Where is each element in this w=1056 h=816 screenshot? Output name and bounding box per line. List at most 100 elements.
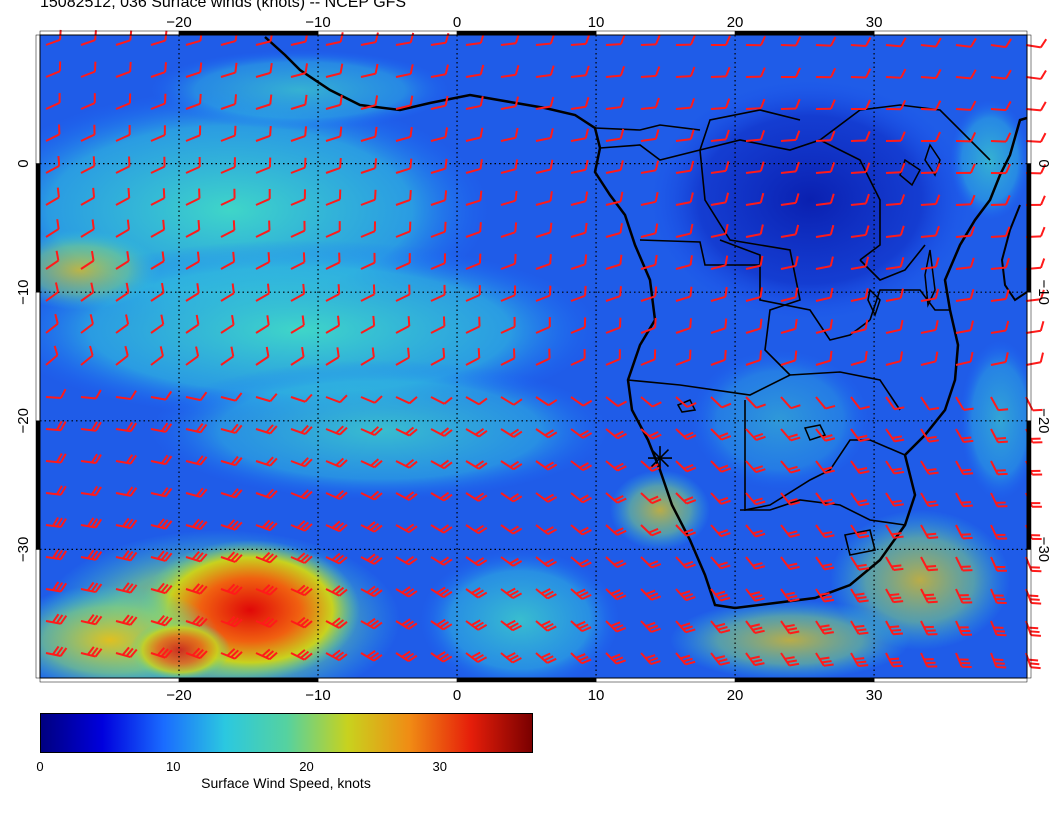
wind-barb [535,65,555,78]
wind-barb [850,556,869,571]
wind-barb [605,191,624,206]
wind-barb [45,453,67,464]
jet-patch [40,230,160,310]
wind-barb [325,520,348,533]
wind-barb [150,582,173,595]
wind-barb [605,160,624,174]
wind-barb [955,257,975,270]
wind-barb [430,586,453,599]
wind-barb [45,250,60,270]
wind-barb [675,396,697,408]
colorbar-title: Surface Wind Speed, knots [201,775,371,791]
wind-barb [605,65,626,78]
wind-barb [290,346,305,366]
wind-barb [640,34,661,46]
wind-barb [535,428,558,439]
wind-barb [815,130,836,142]
wind-barb [500,190,518,206]
axis-bars [35,30,1032,683]
wind-barb [430,316,446,334]
wind-barb [465,396,488,406]
wind-barb [710,66,731,78]
wind-barb [290,424,313,435]
wind-barb [605,652,627,665]
inland-wind [690,350,870,490]
wind-barb [745,652,765,667]
wind-barb [675,97,696,110]
top-axis-bar [178,30,319,36]
wind-barb [500,64,520,78]
wind-barb [920,460,939,475]
wind-barb [815,99,836,110]
wind-barb [325,347,340,366]
wind-barb [430,556,453,566]
wind-barb [45,388,67,399]
wind-barb [990,352,1009,366]
wind-barb [290,94,308,110]
wind-barb [710,223,729,238]
wind-barb [220,125,237,142]
wind-barb [220,314,235,334]
wind-barb [255,424,278,435]
wind-barb [360,284,376,302]
wind-barb [850,428,870,443]
wind-barb [360,221,377,238]
wind-barb [45,345,59,366]
wind-barb [920,652,938,668]
wind-barb [80,614,103,626]
wind-barb [920,492,939,507]
wind-barb [45,420,67,432]
wind-barb [465,159,483,174]
wind-barb [920,396,940,411]
wind-barb [885,492,904,507]
wind-barb [325,425,348,436]
wind-barb [990,195,1011,206]
wind-barb [955,588,973,604]
wind-barb [115,486,138,497]
wind-barb [535,285,552,302]
wind-barb [395,586,418,598]
wind-barb [710,255,729,270]
wind-barb [325,157,342,174]
wind-barb [430,396,453,405]
top-axis-bar [456,30,597,36]
left-axis-bar [35,291,41,422]
wind-barb [430,221,447,238]
wind-barb [675,349,692,366]
wind-barb [605,254,623,270]
wind-barb [80,282,95,302]
wind-barb [780,620,800,635]
wind-barb [535,492,558,503]
wind-barb [640,652,661,666]
wind-barb [115,251,130,270]
wind-barb [570,524,592,536]
wind-barb [395,396,418,405]
wind-barb [605,492,627,504]
wind-barb [325,457,348,468]
mozambique-channel-wind [960,340,1027,500]
wind-barb [115,124,131,142]
wind-barb [815,460,835,474]
wind-barb [500,253,517,270]
wind-barb [990,69,1012,80]
wind-barb [360,650,383,662]
wind-barb [395,426,418,437]
wind-barb [185,188,201,206]
wind-barb [395,618,418,630]
wind-barb [675,524,697,537]
wind-barb [500,524,523,535]
wind-barb [990,524,1008,540]
wind-barb [45,581,68,593]
wind-barb [675,492,697,505]
wind-barb [325,649,348,662]
wind-barb [920,524,939,540]
wind-barb [710,620,731,634]
wind-barb [395,127,413,142]
wind-barb [185,251,200,270]
wind-barb [780,161,800,174]
wind-barb [850,319,869,334]
wind-barb [150,518,173,530]
wind-barb [815,396,836,410]
wind-barb [290,189,307,206]
wind-barb [640,286,658,302]
